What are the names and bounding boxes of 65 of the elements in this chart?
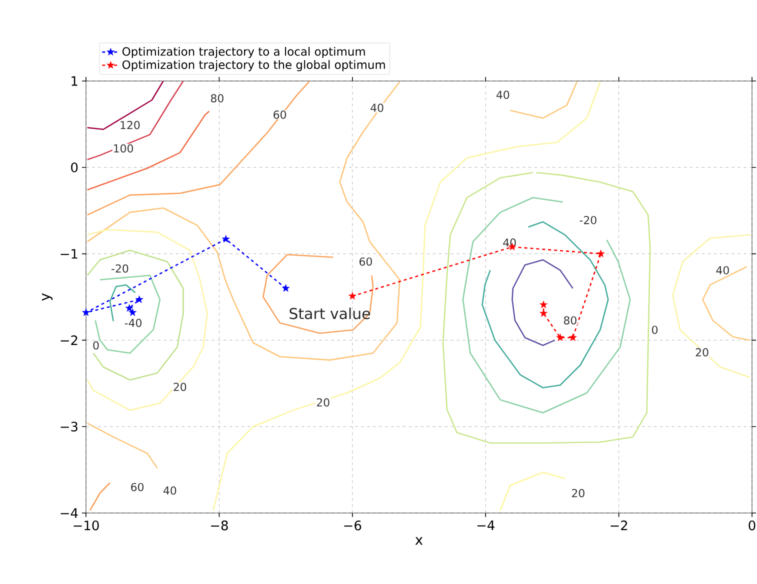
- line-series: [86, 110, 210, 191]
- point: [125, 304, 134, 312]
- annotation: 80: [210, 94, 224, 102]
- x-tick-label: −4: [477, 520, 494, 530]
- y-tick-label: 1: [72, 76, 78, 86]
- annotation: 20: [174, 382, 186, 391]
- annotation: 0: [652, 326, 658, 334]
- line-series: [94, 274, 161, 354]
- line-series: [672, 234, 752, 378]
- x-tick-label: −6: [344, 520, 362, 530]
- line-series: [86, 81, 400, 361]
- line-series: [500, 472, 566, 512]
- point: [556, 333, 564, 341]
- annotation: -40: [124, 318, 142, 328]
- x-axis-title: x: [415, 537, 423, 545]
- point: [82, 308, 90, 316]
- legend-label: Optimization trajectory to the global optimum: [122, 60, 385, 72]
- y-tick-label: −2: [60, 335, 78, 346]
- x-tick-label: −2: [610, 520, 628, 530]
- line-series: [86, 228, 208, 411]
- line-series: [212, 81, 601, 512]
- line-series: [442, 172, 651, 444]
- annotation: 40: [716, 266, 729, 274]
- annotation: 20: [696, 348, 708, 356]
- y-tick-label: 0: [71, 162, 78, 172]
- x-tick-label: 0: [748, 520, 756, 530]
- annotation: -20: [580, 216, 596, 224]
- line-series: [86, 80, 164, 130]
- point: [540, 309, 548, 317]
- y-tick-label: −1: [60, 249, 78, 259]
- y-tick-label: −3: [60, 422, 78, 432]
- point: [540, 300, 548, 308]
- point: [222, 234, 230, 242]
- line-series: [86, 80, 184, 160]
- annotation: 60: [131, 482, 144, 492]
- annotation: 100: [114, 144, 134, 153]
- y-tick-label: −4: [60, 508, 78, 518]
- annotation: 20: [572, 488, 584, 498]
- y-axis-title: y: [42, 293, 53, 301]
- annotation: 120: [120, 120, 140, 130]
- point: [135, 295, 144, 303]
- annotation: -20: [112, 264, 128, 273]
- point: [596, 250, 605, 258]
- point: [128, 308, 137, 316]
- annotation: 80: [564, 316, 576, 324]
- line-series: [262, 254, 374, 334]
- point: [568, 333, 577, 341]
- annotation: 40: [370, 104, 384, 112]
- point: [282, 284, 290, 292]
- legend-label: Optimization trajectory to a local optimum: [122, 46, 365, 58]
- annotation: 20: [316, 398, 330, 407]
- annotation: 60: [360, 257, 372, 266]
- line-series: [86, 250, 184, 381]
- x-tick-label: −8: [211, 520, 228, 530]
- point: [348, 292, 356, 300]
- line-series: [86, 422, 158, 469]
- annotation: 40: [163, 486, 176, 495]
- x-tick-label: −10: [74, 520, 99, 530]
- annotation: 40: [496, 90, 510, 99]
- line-series: [702, 266, 751, 341]
- line-series: [510, 81, 578, 119]
- annotation: 60: [274, 110, 286, 119]
- line-series: [462, 196, 631, 414]
- line-series: [86, 80, 310, 216]
- annotation: 0: [93, 341, 99, 350]
